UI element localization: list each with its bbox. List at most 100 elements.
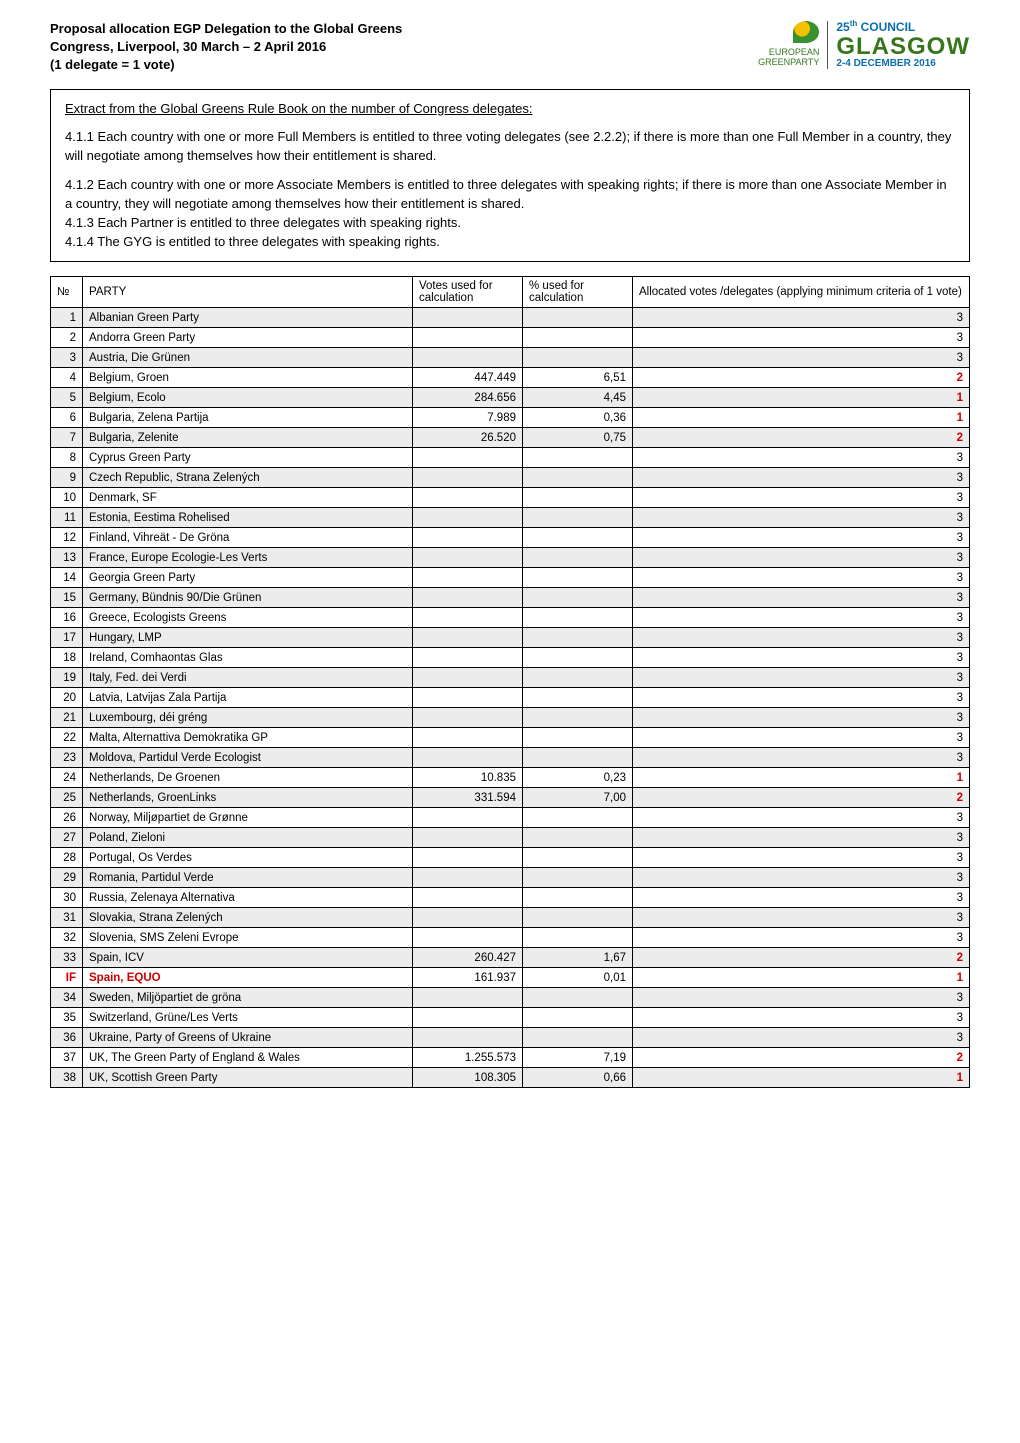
logo-council-post: COUNCIL — [857, 20, 915, 34]
cell-alloc: 3 — [633, 508, 970, 528]
cell-votes — [413, 748, 523, 768]
cell-alloc: 3 — [633, 1008, 970, 1028]
cell-party: Belgium, Groen — [83, 368, 413, 388]
cell-idx: 1 — [51, 308, 83, 328]
cell-party: Andorra Green Party — [83, 328, 413, 348]
cell-pct — [523, 868, 633, 888]
cell-pct — [523, 848, 633, 868]
cell-pct: 7,00 — [523, 788, 633, 808]
cell-alloc: 3 — [633, 468, 970, 488]
cell-alloc: 3 — [633, 988, 970, 1008]
cell-idx: IF — [51, 968, 83, 988]
cell-votes — [413, 648, 523, 668]
cell-votes — [413, 1028, 523, 1048]
table-row: 4Belgium, Groen447.4496,512 — [51, 368, 970, 388]
logo-left: EUROPEAN GREENPARTY — [758, 21, 819, 68]
cell-idx: 34 — [51, 988, 83, 1008]
table-row: 8Cyprus Green Party3 — [51, 448, 970, 468]
cell-pct — [523, 888, 633, 908]
cell-alloc: 1 — [633, 768, 970, 788]
cell-alloc: 3 — [633, 448, 970, 468]
cell-idx: 16 — [51, 608, 83, 628]
cell-idx: 38 — [51, 1068, 83, 1088]
cell-votes — [413, 328, 523, 348]
cell-party: Austria, Die Grünen — [83, 348, 413, 368]
cell-party: Albanian Green Party — [83, 308, 413, 328]
cell-votes — [413, 508, 523, 528]
cell-alloc: 3 — [633, 628, 970, 648]
cell-pct — [523, 308, 633, 328]
cell-pct — [523, 588, 633, 608]
table-row: 38UK, Scottish Green Party108.3050,661 — [51, 1068, 970, 1088]
rules-box: Extract from the Global Greens Rule Book… — [50, 89, 970, 263]
cell-votes: 447.449 — [413, 368, 523, 388]
title-line-3: (1 delegate = 1 vote) — [50, 56, 402, 74]
cell-idx: 30 — [51, 888, 83, 908]
cell-pct — [523, 668, 633, 688]
cell-votes: 1.255.573 — [413, 1048, 523, 1068]
cell-idx: 5 — [51, 388, 83, 408]
cell-party: Greece, Ecologists Greens — [83, 608, 413, 628]
rules-p4: 4.1.4 The GYG is entitled to three deleg… — [65, 233, 955, 252]
cell-party: Finland, Vihreät - De Gröna — [83, 528, 413, 548]
cell-alloc: 3 — [633, 728, 970, 748]
cell-pct — [523, 528, 633, 548]
cell-votes — [413, 808, 523, 828]
cell-votes — [413, 688, 523, 708]
cell-alloc: 3 — [633, 608, 970, 628]
cell-pct: 1,67 — [523, 948, 633, 968]
logo-block: EUROPEAN GREENPARTY 25th COUNCIL GLASGOW… — [758, 20, 970, 69]
logo-greenparty: GREENPARTY — [758, 57, 819, 67]
cell-pct: 0,66 — [523, 1068, 633, 1088]
cell-idx: 22 — [51, 728, 83, 748]
cell-alloc: 3 — [633, 328, 970, 348]
cell-votes: 260.427 — [413, 948, 523, 968]
cell-pct — [523, 1028, 633, 1048]
cell-idx: 8 — [51, 448, 83, 468]
cell-idx: 23 — [51, 748, 83, 768]
cell-idx: 24 — [51, 768, 83, 788]
table-row: 29Romania, Partidul Verde3 — [51, 868, 970, 888]
cell-idx: 13 — [51, 548, 83, 568]
cell-party: Slovakia, Strana Zelených — [83, 908, 413, 928]
table-row: 20Latvia, Latvijas Zala Partija3 — [51, 688, 970, 708]
cell-idx: 32 — [51, 928, 83, 948]
cell-votes — [413, 728, 523, 748]
cell-alloc: 3 — [633, 808, 970, 828]
table-row: 22Malta, Alternattiva Demokratika GP3 — [51, 728, 970, 748]
cell-alloc: 2 — [633, 428, 970, 448]
cell-party: Czech Republic, Strana Zelených — [83, 468, 413, 488]
cell-pct: 4,45 — [523, 388, 633, 408]
cell-alloc: 3 — [633, 828, 970, 848]
cell-party: Italy, Fed. dei Verdi — [83, 668, 413, 688]
cell-pct — [523, 748, 633, 768]
th-party: PARTY — [83, 277, 413, 308]
cell-alloc: 3 — [633, 568, 970, 588]
table-row: 21Luxembourg, déi gréng3 — [51, 708, 970, 728]
cell-party: Denmark, SF — [83, 488, 413, 508]
cell-votes: 284.656 — [413, 388, 523, 408]
table-row: 30Russia, Zelenaya Alternativa3 — [51, 888, 970, 908]
cell-party: Spain, EQUO — [83, 968, 413, 988]
cell-party: Switzerland, Grüne/Les Verts — [83, 1008, 413, 1028]
cell-pct — [523, 348, 633, 368]
cell-alloc: 3 — [633, 348, 970, 368]
cell-alloc: 3 — [633, 748, 970, 768]
cell-alloc: 3 — [633, 528, 970, 548]
cell-idx: 3 — [51, 348, 83, 368]
cell-votes — [413, 888, 523, 908]
cell-alloc: 3 — [633, 708, 970, 728]
cell-alloc: 3 — [633, 488, 970, 508]
th-idx: № — [51, 277, 83, 308]
logo-divider — [827, 21, 828, 69]
table-row: 9Czech Republic, Strana Zelených3 — [51, 468, 970, 488]
table-row: 31Slovakia, Strana Zelených3 — [51, 908, 970, 928]
cell-idx: 27 — [51, 828, 83, 848]
cell-pct: 0,23 — [523, 768, 633, 788]
cell-votes — [413, 628, 523, 648]
cell-idx: 26 — [51, 808, 83, 828]
cell-party: UK, The Green Party of England & Wales — [83, 1048, 413, 1068]
cell-party: Sweden, Miljöpartiet de gröna — [83, 988, 413, 1008]
table-row: 26Norway, Miljøpartiet de Grønne3 — [51, 808, 970, 828]
cell-votes: 7.989 — [413, 408, 523, 428]
